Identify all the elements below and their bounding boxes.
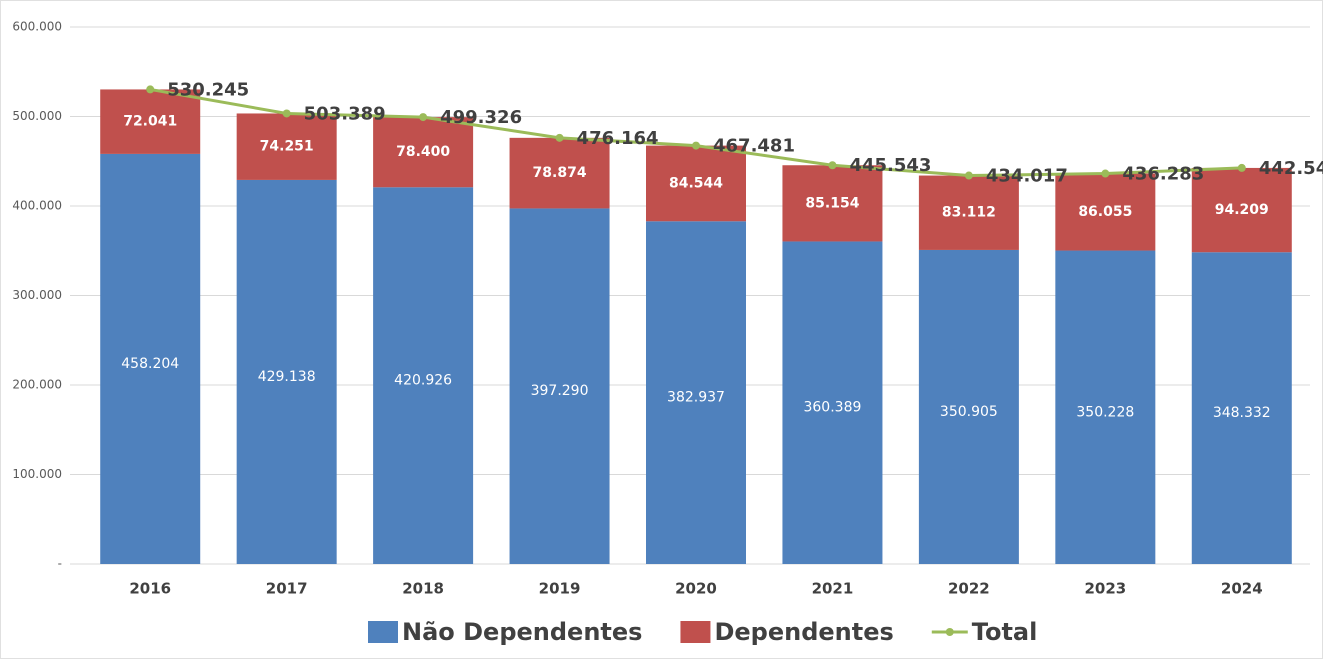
data-label: 360.389 [803, 400, 861, 416]
total-label: 499.326 [440, 107, 522, 128]
total-label: 467.481 [713, 136, 795, 157]
y-tick-label: 500.000 [12, 109, 62, 123]
total-marker [692, 141, 700, 150]
x-tick-label: 2018 [402, 580, 444, 598]
total-marker [419, 113, 428, 122]
bar-segment [509, 137, 610, 209]
y-tick-label: 200.000 [12, 378, 62, 392]
data-label: 78.874 [533, 165, 587, 181]
y-tick-label: 400.000 [12, 199, 62, 213]
legend-label: Dependentes [714, 618, 893, 646]
total-label: 503.389 [304, 103, 386, 124]
bar-segment [509, 208, 610, 564]
data-label: 458.204 [121, 356, 179, 372]
x-tick-label: 2017 [266, 580, 308, 598]
x-tick-label: 2019 [539, 580, 581, 598]
total-label: 442.541 [1259, 158, 1323, 179]
x-tick-label: 2022 [948, 580, 990, 598]
data-label: 397.290 [531, 383, 589, 399]
x-tick-label: 2020 [675, 580, 717, 598]
x-tick-label: 2024 [1221, 580, 1263, 598]
bar-segment [236, 113, 337, 180]
x-tick-label: 2016 [129, 580, 171, 598]
bar-segment [373, 187, 474, 564]
total-label: 445.543 [849, 155, 931, 176]
data-label: 348.332 [1213, 405, 1271, 421]
bar-segment [100, 89, 201, 154]
bar-segment [1055, 250, 1156, 564]
total-marker [1237, 163, 1246, 172]
legend-swatch [368, 621, 398, 643]
total-marker [964, 171, 973, 180]
y-tick-label: - [58, 557, 62, 571]
data-label: 74.251 [260, 139, 314, 155]
bar-segment [646, 221, 746, 565]
bar-segment [373, 117, 474, 188]
total-marker [146, 85, 155, 94]
bar-segment [236, 179, 337, 564]
bar-segment [1191, 252, 1292, 564]
y-tick-label: 600.000 [12, 20, 62, 34]
data-label: 350.228 [1076, 404, 1134, 420]
data-label: 85.154 [805, 195, 859, 211]
bar-segment [918, 249, 1019, 565]
total-marker [1101, 169, 1110, 178]
data-label: 420.926 [394, 373, 452, 389]
y-tick-label: 100.000 [12, 467, 62, 481]
bar-segment [918, 175, 1019, 250]
x-tick-label: 2021 [812, 580, 854, 598]
total-marker [282, 109, 291, 118]
bar-segment [1055, 173, 1156, 251]
bar-segment [646, 145, 746, 222]
bar-segment [782, 241, 883, 564]
data-label: 83.112 [942, 205, 996, 221]
legend-swatch [680, 621, 711, 643]
x-tick-label: 2023 [1084, 580, 1126, 598]
total-label: 476.164 [577, 128, 659, 149]
total-label: 436.283 [1122, 164, 1204, 185]
total-label: 530.245 [167, 79, 249, 100]
data-label: 72.041 [123, 114, 177, 130]
data-label: 382.937 [667, 390, 725, 406]
total-marker [555, 133, 564, 142]
data-label: 350.905 [940, 404, 998, 420]
data-label: 429.138 [258, 369, 316, 385]
data-label: 78.400 [396, 144, 450, 160]
total-label: 434.017 [986, 166, 1068, 187]
legend-label: Total [972, 618, 1038, 646]
legend-label: Não Dependentes [402, 618, 642, 646]
bar-segment [782, 165, 883, 242]
data-label: 86.055 [1078, 204, 1132, 220]
bar-segment [1191, 167, 1292, 253]
bar-segment [100, 153, 201, 565]
total-marker [828, 161, 837, 170]
data-label: 84.544 [669, 175, 723, 191]
data-label: 94.209 [1215, 202, 1269, 218]
y-tick-label: 300.000 [12, 288, 62, 302]
legend-marker [945, 628, 954, 636]
